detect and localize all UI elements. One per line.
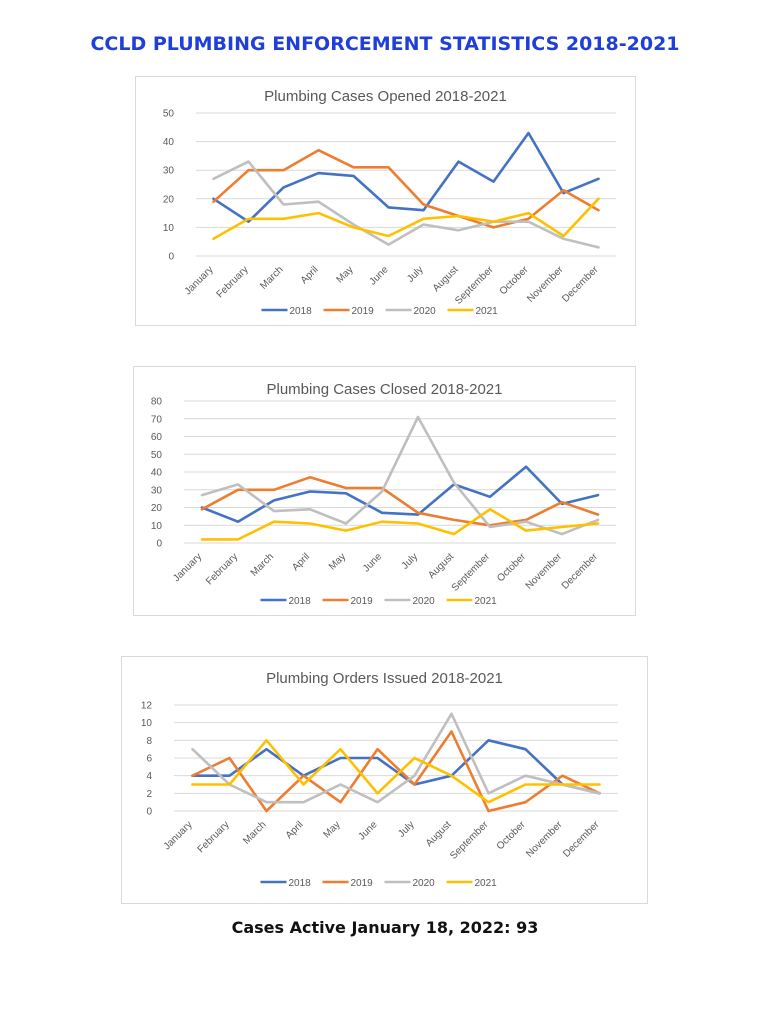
orders-y-tick-label: 0 xyxy=(146,807,152,818)
opened-legend-label-2020: 2020 xyxy=(414,306,437,317)
opened-x-tick-label: November xyxy=(525,264,566,305)
closed-x-tick-label: April xyxy=(290,551,312,573)
closed-legend-label-2019: 2019 xyxy=(351,596,374,607)
opened-x-tick-label: April xyxy=(299,264,321,286)
orders-x-tick-label: April xyxy=(284,819,306,841)
opened-x-tick-label: August xyxy=(431,264,461,294)
orders-y-tick-label: 12 xyxy=(141,701,153,712)
opened-series-line-2018 xyxy=(212,131,600,223)
opened-x-tick-label: March xyxy=(258,264,285,291)
orders-legend-label-2019: 2019 xyxy=(351,878,374,889)
opened-x-tick-label: January xyxy=(183,264,216,297)
orders-y-tick-label: 10 xyxy=(141,718,153,729)
closed-y-tick-label: 50 xyxy=(151,450,163,461)
closed-y-tick-label: 20 xyxy=(151,503,163,514)
orders-series-line-2018 xyxy=(191,739,601,795)
closed-legend-label-2021: 2021 xyxy=(475,596,498,607)
orders-chart-title: Plumbing Orders Issued 2018-2021 xyxy=(266,670,503,687)
cases-opened-chart-svg: Plumbing Cases Opened 2018-2021 0 10 20 30 40… xyxy=(163,88,616,317)
orders-y-tick-label: 2 xyxy=(146,789,152,800)
closed-y-tick-label: 60 xyxy=(151,432,163,443)
cases-opened-chart: Plumbing Cases Opened 2018-2021 0 10 20 30 40… xyxy=(135,76,636,326)
opened-chart-title: Plumbing Cases Opened 2018-2021 xyxy=(264,88,507,105)
opened-y-tick-label: 20 xyxy=(163,194,175,205)
orders-x-tick-label: October xyxy=(495,819,528,852)
orders-x-tick-label: February xyxy=(196,819,232,855)
closed-x-tick-label: September xyxy=(450,551,493,594)
orders-x-tick-label: May xyxy=(321,819,342,840)
closed-series-line-2021 xyxy=(200,508,600,541)
opened-series-line-2021 xyxy=(212,197,600,241)
opened-x-tick-label: June xyxy=(368,264,391,287)
opened-x-tick-label: May xyxy=(334,264,355,285)
opened-legend-label-2019: 2019 xyxy=(352,306,375,317)
closed-y-tick-label: 40 xyxy=(151,468,163,479)
closed-y-tick-label: 80 xyxy=(151,397,163,408)
opened-y-tick-label: 30 xyxy=(163,166,175,177)
orders-x-tick-label: June xyxy=(357,819,380,842)
closed-legend-label-2020: 2020 xyxy=(413,596,436,607)
cases-closed-chart: Plumbing Cases Closed 2018-2021 0 10 20 30 40… xyxy=(133,366,636,616)
orders-y-tick-label: 4 xyxy=(146,771,152,782)
opened-x-tick-label: December xyxy=(560,264,601,305)
orders-series-line-2020 xyxy=(191,712,601,804)
opened-y-tick-label: 40 xyxy=(163,137,175,148)
orders-y-tick-label: 8 xyxy=(146,736,152,747)
orders-x-tick-label: March xyxy=(241,819,268,846)
closed-series-line-2020 xyxy=(200,415,600,536)
closed-x-tick-label: May xyxy=(327,551,348,572)
opened-y-tick-label: 0 xyxy=(168,252,174,263)
page-title: CCLD PLUMBING ENFORCEMENT STATISTICS 201… xyxy=(90,33,680,55)
closed-x-tick-label: January xyxy=(171,551,204,584)
closed-y-tick-label: 30 xyxy=(151,485,163,496)
orders-x-tick-label: November xyxy=(524,819,565,860)
closed-x-tick-label: August xyxy=(426,551,456,581)
orders-legend-label-2020: 2020 xyxy=(413,878,436,889)
closed-x-tick-label: October xyxy=(495,551,528,584)
closed-x-tick-label: February xyxy=(204,551,240,587)
orders-legend-label-2021: 2021 xyxy=(475,878,498,889)
closed-series-line-2018 xyxy=(200,465,600,523)
closed-x-tick-label: July xyxy=(400,551,420,571)
opened-series-line-2019 xyxy=(212,148,600,229)
opened-series-line-2020 xyxy=(212,160,600,249)
orders-x-tick-label: July xyxy=(396,819,416,839)
orders-series-line-2021 xyxy=(191,739,601,804)
closed-x-tick-label: June xyxy=(361,551,384,574)
orders-issued-chart: Plumbing Orders Issued 2018-2021 0 2 4 6 8 10 1… xyxy=(121,656,648,904)
opened-x-tick-label: February xyxy=(215,264,251,300)
orders-issued-chart-svg: Plumbing Orders Issued 2018-2021 0 2 4 6 8 10 1… xyxy=(141,670,618,889)
orders-x-tick-label: December xyxy=(561,819,602,860)
opened-x-tick-label: September xyxy=(453,264,496,307)
opened-x-tick-label: July xyxy=(405,264,425,284)
closed-y-tick-label: 70 xyxy=(151,414,163,425)
closed-legend-label-2018: 2018 xyxy=(289,596,312,607)
orders-x-tick-label: September xyxy=(448,819,491,862)
orders-x-tick-label: January xyxy=(162,819,195,852)
orders-legend-label-2018: 2018 xyxy=(289,878,312,889)
opened-legend-label-2021: 2021 xyxy=(476,306,499,317)
opened-y-tick-label: 10 xyxy=(163,223,175,234)
closed-x-tick-label: March xyxy=(249,551,276,578)
closed-series-line-2019 xyxy=(200,476,600,527)
opened-legend-label-2018: 2018 xyxy=(290,306,313,317)
orders-y-tick-label: 6 xyxy=(146,754,152,765)
orders-x-tick-label: August xyxy=(424,819,454,849)
closed-x-tick-label: November xyxy=(524,551,565,592)
cases-active-note: Cases Active January 18, 2022: 93 xyxy=(231,918,539,937)
closed-y-tick-label: 10 xyxy=(151,521,163,532)
closed-x-tick-label: December xyxy=(560,551,601,592)
opened-y-tick-label: 50 xyxy=(163,109,175,120)
closed-chart-title: Plumbing Cases Closed 2018-2021 xyxy=(267,381,503,398)
cases-closed-chart-svg: Plumbing Cases Closed 2018-2021 0 10 20 30 40… xyxy=(151,381,616,607)
closed-y-tick-label: 0 xyxy=(156,539,162,550)
opened-x-tick-label: October xyxy=(498,264,531,297)
orders-series-line-2019 xyxy=(191,730,601,813)
